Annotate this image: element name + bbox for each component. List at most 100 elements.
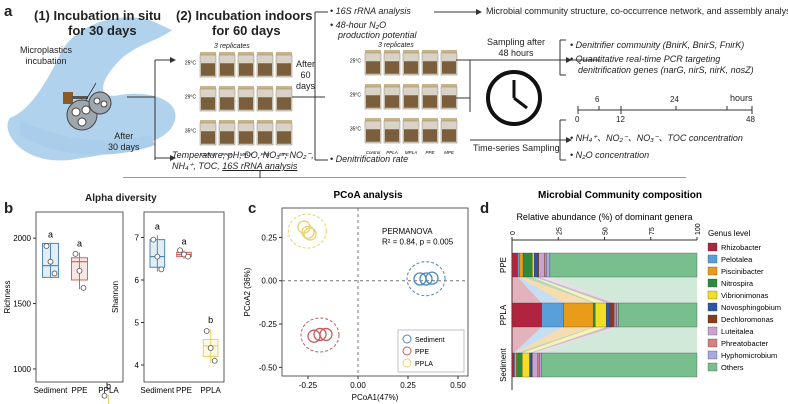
panel-b-label: b [4, 200, 14, 217]
significance-letter: b [208, 315, 213, 325]
timeline-unit: hours [730, 93, 753, 103]
jar-label: PPLA [386, 150, 398, 155]
jar-sediment [258, 97, 272, 110]
microplastics-line2: incubation [25, 56, 67, 66]
jar-sediment [404, 61, 418, 74]
pcoa-point-ppla [303, 227, 317, 241]
group-label: PPE [71, 386, 87, 395]
legend-label: Hyphomicrobium [721, 351, 777, 360]
jar-lid [200, 52, 216, 55]
jar-label: PPLA [221, 152, 233, 157]
legend-label: Vibrionimonas [721, 291, 769, 300]
flow-ribbon [549, 277, 697, 303]
bar-segment-phreatobacter [614, 302, 617, 328]
jar-sediment [442, 129, 456, 142]
sampling-after-line1: Sampling after [487, 37, 546, 47]
legend-swatch [707, 350, 718, 360]
significance-letter: a [155, 221, 160, 231]
jar-sediment [277, 97, 291, 110]
y-tick-label: 1500 [13, 300, 31, 309]
jar-lid [403, 118, 419, 121]
data-point [51, 270, 58, 277]
temp-label: 25°C [185, 61, 197, 67]
legend-swatch [707, 338, 718, 348]
y-tick-label: -0.25 [259, 320, 278, 329]
y-tick-label: -0.50 [259, 363, 278, 372]
jar-grid-2: 25°C 29°C 35°C Control PPLA MPLA PPE MPE [350, 50, 458, 155]
jar-lid [422, 118, 438, 121]
jar-sediment [201, 97, 215, 110]
x-tick-label: 50 [603, 227, 610, 235]
microplastics-label: Microplastics incubation [20, 45, 72, 67]
bullet-16s-text: 16S rRNA analysis [335, 6, 411, 16]
data-point [72, 250, 79, 257]
jar-lid [257, 52, 273, 55]
legend-label: Phreatobacter [721, 339, 769, 348]
x-tick-label: -0.25 [299, 381, 318, 390]
timeline-top-24: 24 [670, 95, 679, 104]
x-tick-label: 0.50 [450, 381, 466, 390]
bullet-n2o-line1: 48-hour N₂O [335, 20, 387, 30]
temp-label: 29°C [350, 93, 362, 99]
bar-segment-luteitalea [532, 352, 539, 378]
shannon-ylabel: Shannon [111, 281, 120, 313]
bar-segment-novosphingobium [529, 352, 532, 378]
jar-lid [365, 50, 381, 53]
bar-segment-nitrospira [522, 252, 533, 278]
jar-sediment [220, 63, 234, 76]
jar-sediment [366, 129, 380, 142]
bar-segment-nitrospira [593, 302, 596, 328]
jar-sediment [258, 63, 272, 76]
jar-lid [384, 84, 400, 87]
jar-sediment [239, 131, 253, 144]
flow-ribbon [541, 327, 697, 353]
jar-lid [238, 120, 254, 123]
legend-title: Genus level [708, 229, 750, 238]
flow-ribbon [517, 277, 564, 303]
jar-sediment [239, 97, 253, 110]
bar-segment-novosphingobium [606, 302, 611, 328]
jar-lid [238, 52, 254, 55]
confidence-ellipse-ppe [300, 317, 340, 353]
group-label: PPLA [200, 386, 221, 395]
bullet-denit: • Denitrification rate [330, 154, 409, 164]
after60-line2: 60 [300, 70, 311, 80]
flow-ribbon [544, 277, 617, 303]
jar-lid [200, 120, 216, 123]
legend-swatch [707, 254, 718, 264]
permanova-label: PERMANOVA [382, 227, 433, 236]
step1-title-line1: (1) Incubation in situ [34, 8, 162, 23]
alpha-diversity-title: Alpha diversity [85, 193, 157, 204]
composition-xlabel: Relative abundance (%) of dominant gener… [516, 212, 692, 222]
y-tick-label: 1000 [13, 365, 31, 374]
group-label: PPLA [98, 386, 119, 395]
legend-label: Luteitalea [721, 327, 754, 336]
jar-label: Control [201, 152, 217, 157]
jar-lid [276, 120, 292, 123]
flow-ribbon [531, 327, 614, 353]
legend-label: Novosphingobium [721, 303, 781, 312]
stake [63, 92, 73, 104]
y-tick-label: 5 [135, 319, 140, 328]
river-tail [20, 120, 155, 155]
jar-label: PPE [425, 150, 435, 155]
timeline-top-6: 6 [595, 95, 600, 104]
x-tick-label: 75 [649, 227, 656, 235]
confidence-ellipse-ppla [287, 213, 327, 249]
jar-sediment [385, 95, 399, 108]
bar-segment-piscinibacter [519, 252, 524, 278]
bar-segment-phreatobacter [544, 252, 547, 278]
flow-ribbon [512, 277, 542, 303]
jar-label: MPE [279, 152, 290, 157]
flow-ribbon [529, 327, 611, 353]
group-label: Sediment [140, 386, 175, 395]
jar-lid [238, 86, 254, 89]
jar-lid [403, 50, 419, 53]
river-shape [7, 17, 176, 161]
step2-title-line1: (2) Incubation indoors [176, 8, 313, 23]
bar-segment-pelotalea [517, 252, 520, 278]
group-label: Sediment [34, 386, 69, 395]
bar-segment-rhizobacter [511, 252, 518, 278]
replicates-label-2: 3 replicates [378, 42, 414, 49]
